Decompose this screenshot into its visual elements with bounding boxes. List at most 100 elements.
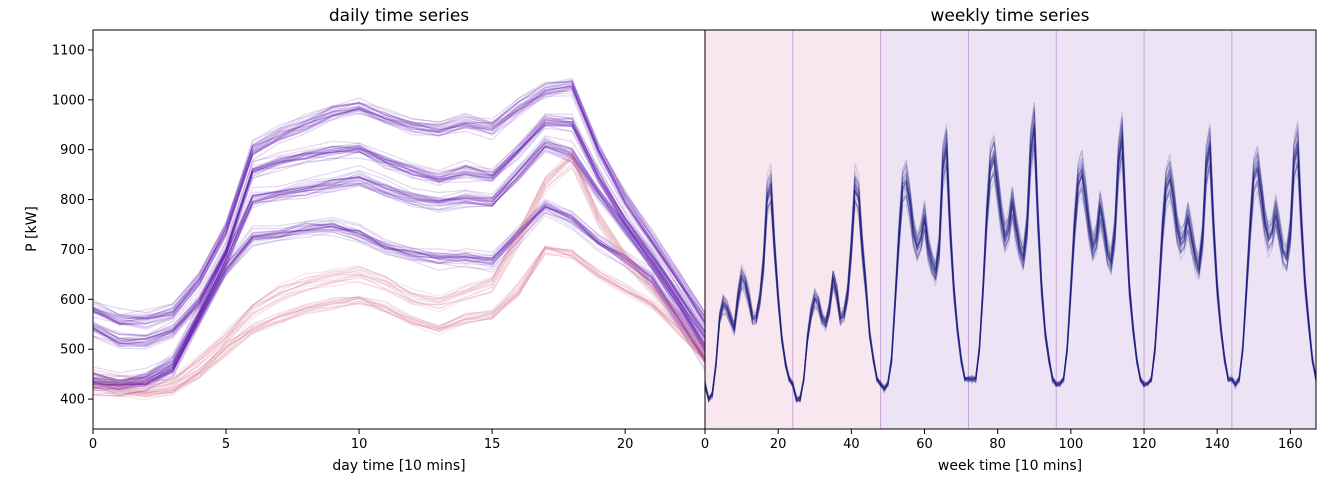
daily-series-line-weekend <box>93 155 705 384</box>
daily-series-line-weekday <box>93 124 705 348</box>
daily-series-line-weekday <box>93 141 705 386</box>
weekly-series-line <box>705 124 1316 403</box>
weekly-series-line <box>705 121 1316 402</box>
y-tick-label: 1000 <box>52 93 85 108</box>
weekly-x-tick-label: 120 <box>1132 437 1157 452</box>
weekly-series-line <box>705 106 1316 400</box>
daily-series-line-weekday <box>93 203 705 386</box>
daily-series-line-weekday <box>93 144 705 383</box>
daily-series-line-weekday <box>93 115 705 341</box>
daily-series-line-weekday <box>93 203 705 388</box>
daily-series-line-weekday <box>93 142 705 382</box>
weekly-x-tick-label: 140 <box>1205 437 1230 452</box>
weekly-series-line <box>705 125 1316 400</box>
weekly-x-tick-label: 0 <box>701 437 709 452</box>
daily-y-ticks: 400 500 600 700 800 900 1000 1100 <box>52 43 93 408</box>
y-tick-label: 600 <box>60 293 85 308</box>
daily-series-line-weekday <box>93 207 705 386</box>
daily-series-line-weekday <box>93 208 705 392</box>
daily-series-line-weekday <box>93 141 705 383</box>
weekly-series-line <box>705 153 1316 400</box>
daily-series-line-weekend <box>93 151 705 382</box>
daily-series-line-weekday <box>93 145 705 387</box>
daily-series-line-weekday <box>93 89 705 325</box>
daily-series-line-weekend <box>93 249 705 397</box>
daily-series-line-weekday <box>93 86 705 326</box>
daily-series-line-weekend <box>93 162 705 390</box>
daily-series-line-weekday <box>93 135 705 374</box>
weekly-series-line <box>705 109 1316 401</box>
daily-series-line-weekday <box>93 140 705 384</box>
daily-series-line-weekday <box>93 138 705 382</box>
daily-plot-area <box>93 30 705 429</box>
daily-series-line-weekday <box>93 127 705 350</box>
daily-series-line-weekday <box>93 118 705 345</box>
weekly-x-tick-label: 60 <box>916 437 933 452</box>
weekly-series-line <box>705 123 1316 403</box>
daily-series-line-weekend <box>93 247 705 394</box>
daily-series-line-weekend <box>93 154 705 387</box>
weekly-x-tick-label: 40 <box>843 437 860 452</box>
weekly-plot-frame <box>704 29 1317 430</box>
daily-series-line-weekday <box>93 117 705 336</box>
daily-series-line-weekend <box>93 155 705 383</box>
daily-series-line-weekend <box>93 252 705 401</box>
daily-series-line-weekday <box>93 85 705 327</box>
weekly-series-line <box>705 137 1316 402</box>
daily-series-line-weekday <box>93 139 705 377</box>
daily-series-line-weekday <box>93 198 705 380</box>
weekday-band <box>880 30 1316 429</box>
daily-series-line-weekday <box>93 90 705 325</box>
daily-series-line-weekday <box>93 214 705 397</box>
weekly-series-line <box>705 126 1316 402</box>
daily-series-line-weekday <box>93 202 705 389</box>
weekly-day-bands <box>705 30 1316 429</box>
daily-series-line-weekday <box>93 122 705 345</box>
weekly-series-line <box>705 132 1316 402</box>
daily-series-line-weekday <box>93 79 705 316</box>
daily-series-line-weekday <box>93 200 705 382</box>
weekly-series-lines <box>705 102 1316 404</box>
daily-series-line-weekday <box>93 82 705 325</box>
daily-series-line-weekday <box>93 92 705 329</box>
y-tick-label: 400 <box>60 393 85 408</box>
daily-series-line-weekday <box>93 212 705 397</box>
daily-series-line-weekday <box>93 125 705 345</box>
daily-series-line-weekday <box>93 142 705 384</box>
daily-series-line-weekday <box>93 87 705 327</box>
weekly-series-line <box>705 126 1316 402</box>
daily-series-line-weekday <box>93 123 705 345</box>
daily-series-line-weekday <box>93 121 705 346</box>
daily-series-line-weekday <box>93 136 705 381</box>
daily-series-line-weekend <box>93 155 705 386</box>
weekly-x-tick-label: 100 <box>1058 437 1083 452</box>
daily-x-tick-label: 15 <box>484 437 501 452</box>
daily-series-line-weekend <box>93 156 705 385</box>
daily-x-axis-label: day time [10 mins] <box>332 458 465 474</box>
daily-series-line-weekend <box>93 151 705 389</box>
daily-x-ticks: 0 5 10 15 20 <box>89 429 633 452</box>
daily-series-line-weekday <box>93 147 705 391</box>
weekly-series-line <box>705 133 1316 403</box>
weekly-series-line <box>705 139 1316 404</box>
daily-series-line-weekday <box>93 121 705 340</box>
weekly-series-line <box>705 144 1316 402</box>
daily-series-line-weekday <box>93 208 705 395</box>
weekly-x-ticks: 0 20 40 60 80 100 120 140 160 <box>701 429 1303 452</box>
weekly-series-line <box>705 144 1316 399</box>
daily-series-line-weekend <box>93 245 705 393</box>
weekly-series-line <box>705 125 1316 399</box>
daily-series-line-weekday <box>93 118 705 345</box>
weekly-x-tick-label: 80 <box>989 437 1006 452</box>
daily-series-line-weekday <box>93 83 705 323</box>
daily-series-line-weekday <box>93 204 705 391</box>
daily-series-line-weekday <box>93 86 705 321</box>
weekly-series-line <box>705 130 1316 402</box>
daily-series-line-weekday <box>93 117 705 339</box>
daily-series-line-weekday <box>93 87 705 325</box>
weekly-series-line <box>705 128 1316 404</box>
daily-series-line-weekday <box>93 121 705 343</box>
weekly-series-line <box>705 127 1316 403</box>
weekly-series-line <box>705 129 1316 402</box>
